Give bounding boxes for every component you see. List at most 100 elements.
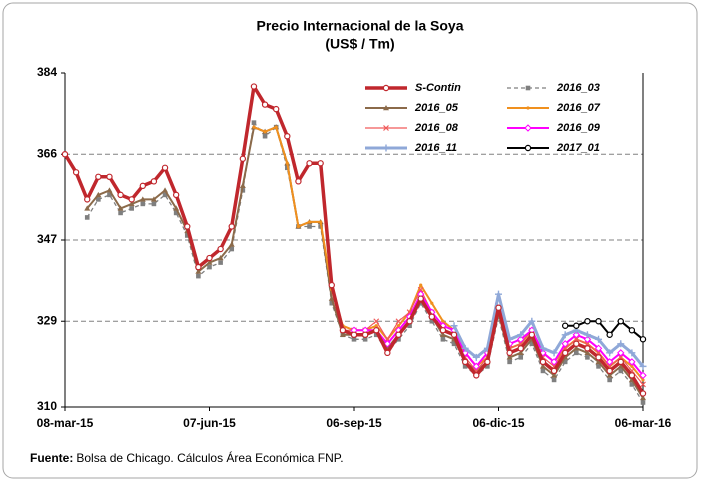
marker bbox=[524, 124, 532, 132]
marker bbox=[239, 155, 247, 162]
marker bbox=[139, 196, 146, 202]
marker bbox=[584, 349, 591, 356]
marker bbox=[419, 283, 423, 287]
marker bbox=[173, 205, 180, 211]
marker bbox=[595, 358, 602, 365]
marker bbox=[605, 358, 614, 366]
marker bbox=[429, 318, 435, 324]
marker bbox=[161, 164, 169, 171]
marker bbox=[195, 263, 202, 271]
marker bbox=[450, 322, 458, 330]
marker bbox=[583, 335, 592, 344]
marker bbox=[572, 331, 581, 339]
marker bbox=[396, 336, 401, 342]
marker bbox=[596, 364, 601, 369]
marker bbox=[550, 358, 558, 366]
marker bbox=[573, 336, 580, 343]
marker bbox=[617, 318, 624, 325]
legend-label: 2016_11 bbox=[414, 142, 457, 154]
y-tick-label: 384 bbox=[37, 65, 57, 79]
marker bbox=[618, 368, 624, 374]
marker bbox=[628, 349, 636, 357]
marker bbox=[373, 318, 380, 325]
marker bbox=[250, 83, 258, 90]
marker bbox=[561, 340, 569, 348]
marker bbox=[272, 105, 280, 113]
marker bbox=[162, 187, 169, 193]
marker bbox=[140, 201, 146, 207]
legend-label: S-Contin bbox=[415, 82, 461, 94]
marker bbox=[407, 323, 412, 329]
marker bbox=[574, 350, 579, 356]
marker bbox=[95, 191, 102, 198]
marker bbox=[417, 295, 424, 302]
marker bbox=[128, 196, 135, 203]
marker bbox=[319, 220, 323, 224]
marker bbox=[61, 151, 69, 158]
marker bbox=[639, 362, 647, 370]
marker bbox=[151, 201, 157, 207]
marker bbox=[472, 353, 480, 361]
marker bbox=[382, 144, 390, 152]
marker bbox=[507, 359, 512, 365]
marker bbox=[584, 345, 591, 352]
marker bbox=[595, 318, 602, 325]
marker bbox=[251, 120, 257, 125]
marker bbox=[539, 363, 546, 369]
marker bbox=[495, 304, 502, 311]
chart-title: Precio Internacional de la Soya bbox=[257, 18, 464, 34]
marker bbox=[206, 259, 213, 265]
x-tick-label: 07-jun-15 bbox=[183, 416, 236, 430]
marker bbox=[139, 182, 147, 190]
marker bbox=[539, 344, 547, 352]
marker bbox=[495, 290, 502, 298]
marker bbox=[583, 331, 591, 339]
marker bbox=[84, 215, 90, 220]
marker bbox=[517, 349, 524, 356]
marker bbox=[639, 390, 647, 397]
marker bbox=[239, 182, 246, 189]
x-tick-label: 06-mar-16 bbox=[615, 416, 672, 430]
marker bbox=[584, 318, 591, 325]
marker bbox=[395, 318, 402, 325]
marker bbox=[206, 254, 213, 262]
series bbox=[561, 318, 647, 343]
marker bbox=[150, 178, 158, 185]
marker bbox=[551, 372, 558, 378]
marker bbox=[406, 318, 413, 325]
marker bbox=[128, 200, 135, 207]
marker bbox=[328, 295, 335, 301]
legend-label: 2016_08 bbox=[414, 122, 459, 134]
marker bbox=[550, 349, 558, 357]
marker bbox=[440, 336, 446, 342]
marker bbox=[184, 233, 190, 238]
marker bbox=[485, 364, 490, 369]
marker bbox=[484, 358, 491, 366]
legend-label: 2016_07 bbox=[556, 102, 601, 114]
x-tick-label: 06-sep-15 bbox=[326, 416, 382, 430]
marker bbox=[617, 354, 624, 361]
marker bbox=[217, 255, 224, 261]
marker bbox=[106, 173, 113, 181]
marker bbox=[84, 196, 91, 203]
series bbox=[350, 290, 647, 380]
marker bbox=[528, 331, 536, 338]
source-label: Fuente: bbox=[30, 451, 73, 465]
marker bbox=[150, 196, 157, 202]
marker bbox=[373, 332, 379, 338]
marker bbox=[361, 331, 369, 338]
marker bbox=[373, 327, 380, 334]
marker bbox=[561, 331, 569, 339]
y-tick-label: 329 bbox=[37, 313, 57, 327]
marker bbox=[529, 341, 535, 347]
marker bbox=[517, 335, 525, 344]
marker bbox=[285, 161, 289, 165]
marker bbox=[428, 313, 436, 320]
marker bbox=[506, 349, 513, 357]
marker bbox=[506, 354, 513, 360]
marker bbox=[617, 340, 625, 348]
marker bbox=[207, 264, 212, 270]
marker bbox=[518, 355, 524, 360]
marker bbox=[383, 125, 389, 131]
chart-subtitle: (US$ / Tm) bbox=[325, 36, 394, 52]
